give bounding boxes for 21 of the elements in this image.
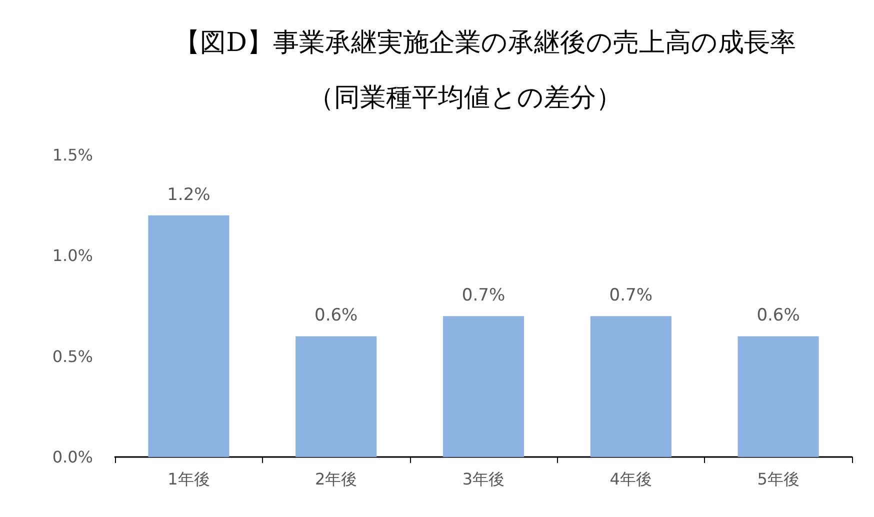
y-tick-label: 0.5%	[52, 346, 93, 366]
y-tick-label: 0.0%	[52, 448, 93, 466]
data-label: 0.7%	[462, 286, 506, 306]
y-tick-label: 1.5%	[52, 146, 93, 164]
data-label: 0.6%	[314, 306, 358, 326]
x-tick-label: 4年後	[610, 470, 652, 488]
bar	[738, 336, 819, 457]
x-tick-label: 2年後	[315, 470, 358, 488]
data-label: 1.2%	[167, 184, 210, 205]
data-label: 0.6%	[756, 306, 800, 326]
bar	[148, 215, 230, 457]
chart-subtitle: （同業種平均値との差分）	[308, 83, 622, 113]
bar	[590, 316, 672, 457]
bar	[442, 316, 524, 457]
x-tick-label: 3年後	[462, 470, 505, 488]
y-tick-label: 1.0%	[52, 246, 93, 266]
x-tick-label: 1年後	[168, 470, 210, 488]
data-label: 0.7%	[609, 286, 652, 306]
x-tick-label: 5年後	[757, 470, 800, 488]
chart-title: 【図D】事業承継実施企業の承継後の売上高の成長率	[174, 28, 796, 58]
bar	[296, 336, 377, 457]
